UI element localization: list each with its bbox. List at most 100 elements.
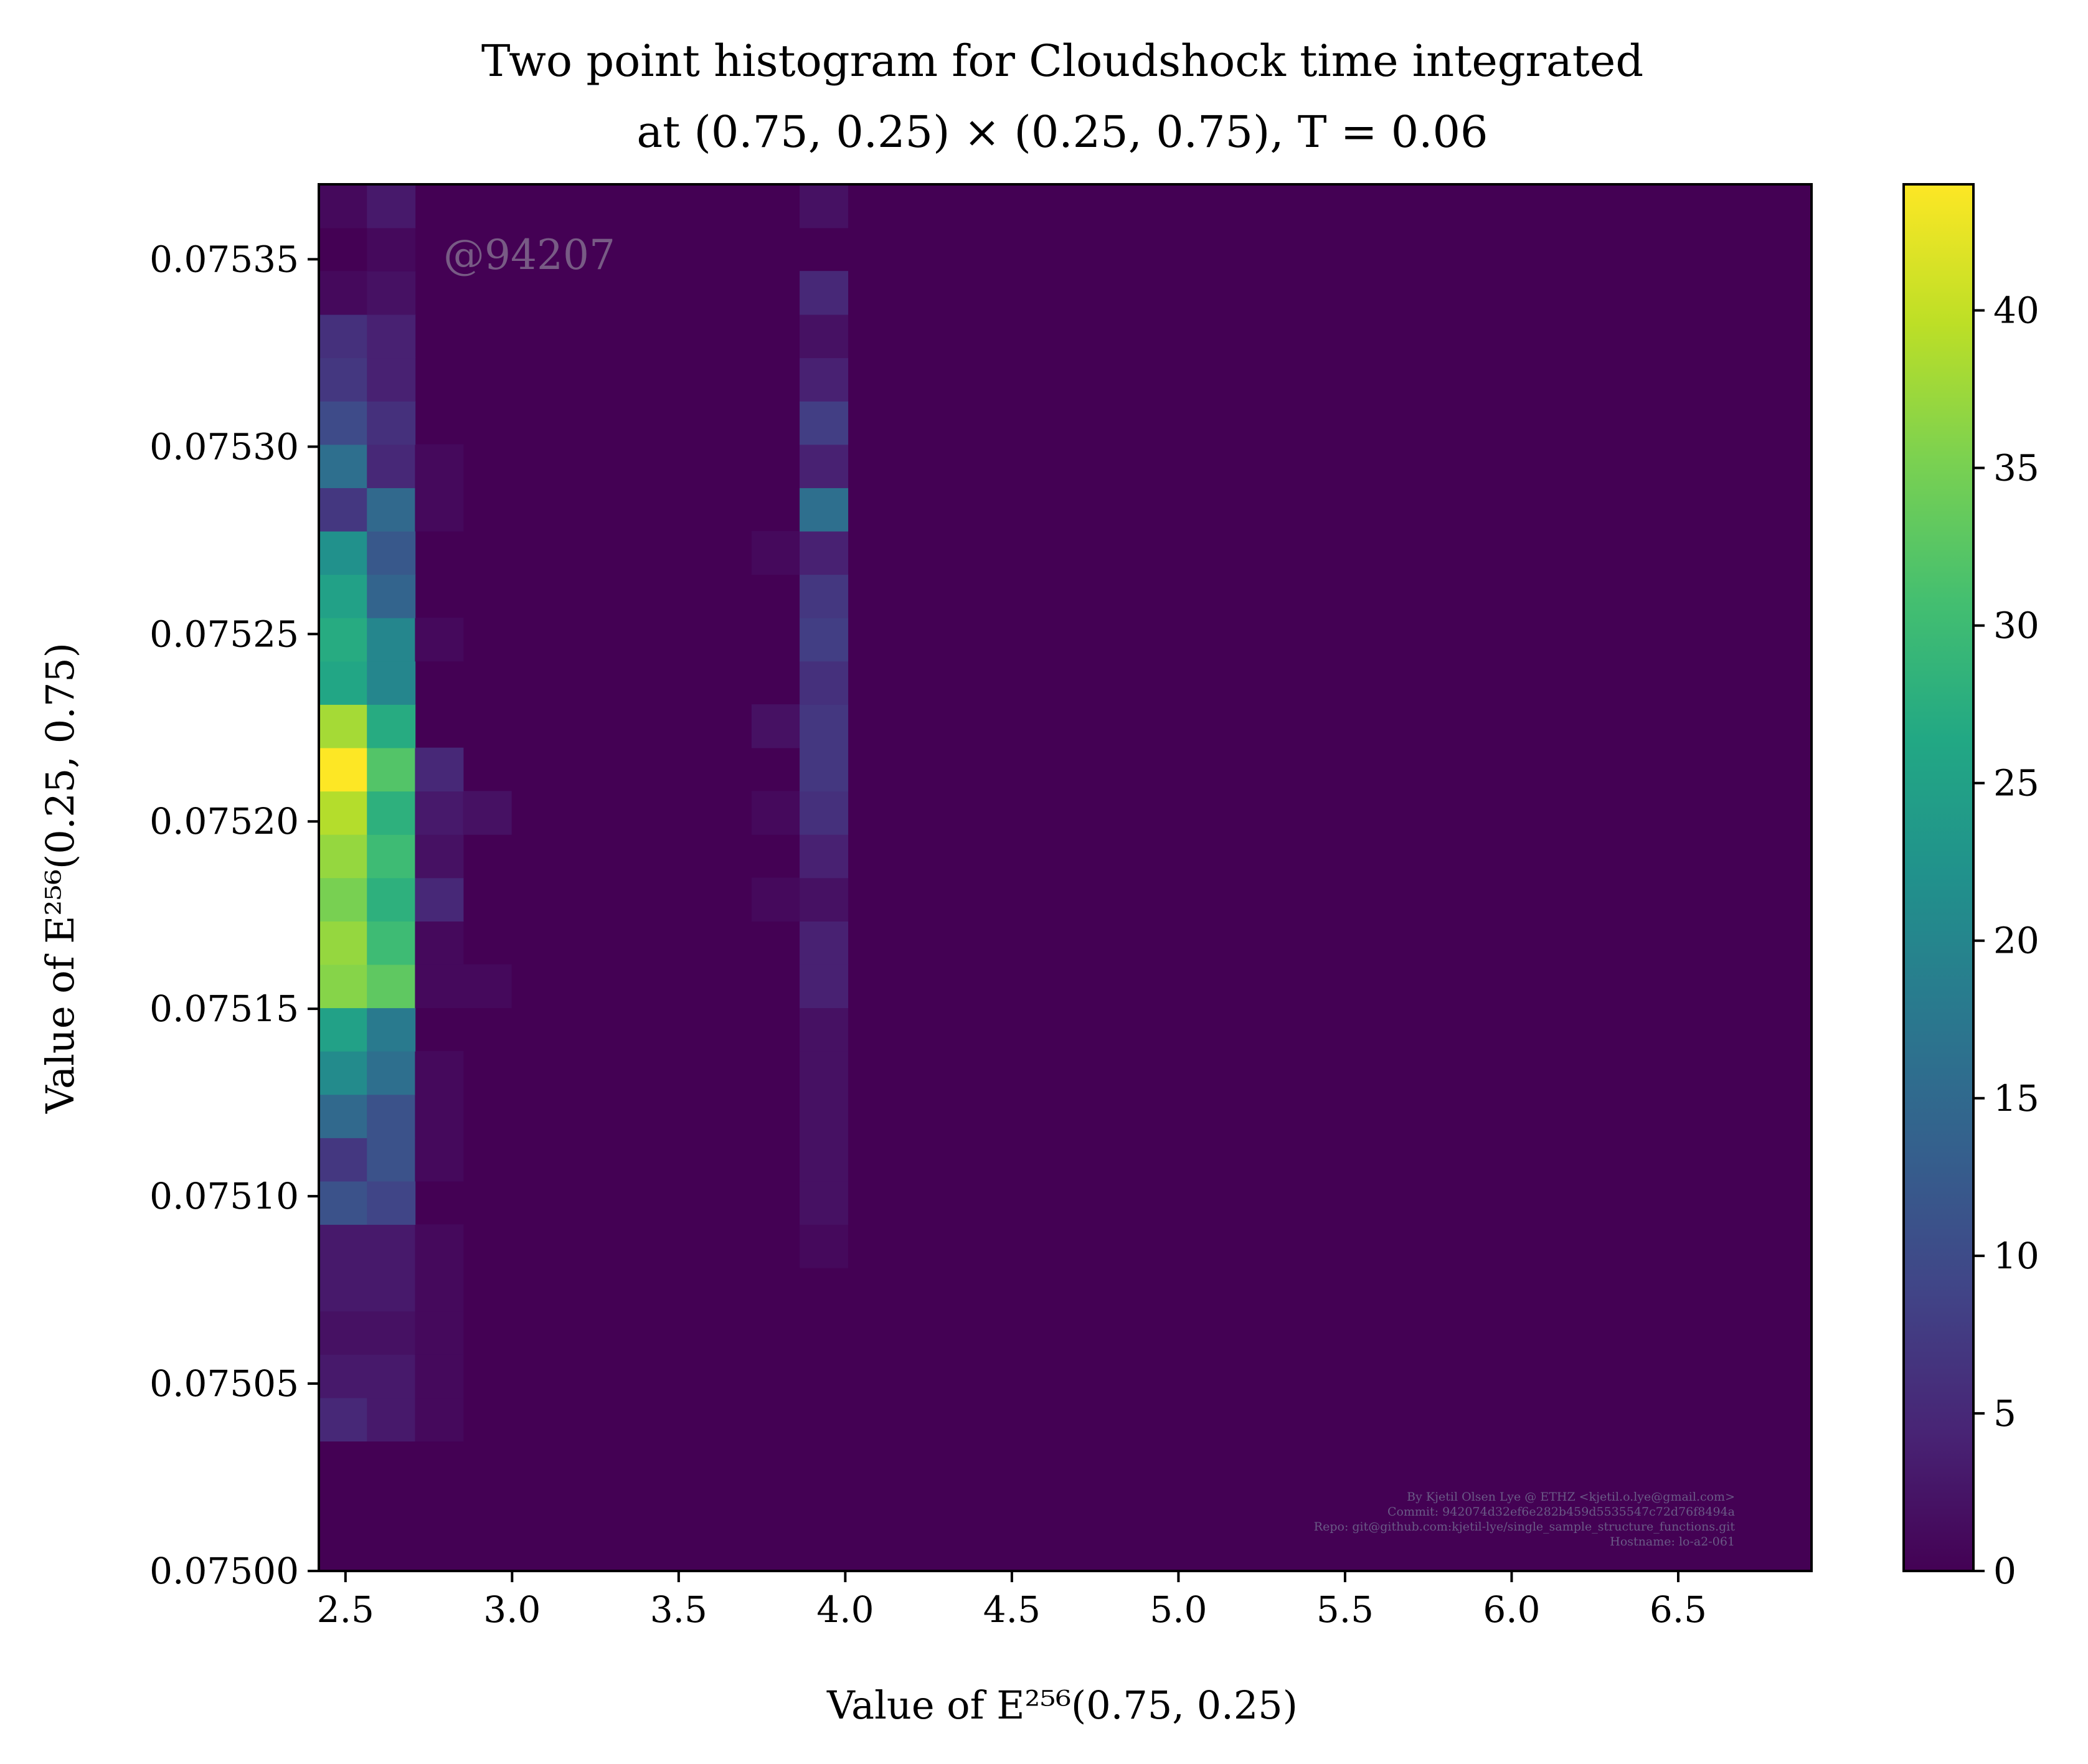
heatmap-cell — [415, 617, 464, 662]
y-axis-label: Value of E²⁵⁶(0.25, 0.75) — [37, 643, 83, 1114]
colorbar-tick-label: 10 — [1993, 1235, 2039, 1277]
heatmap-cell — [463, 791, 512, 835]
heatmap-cell — [415, 1138, 464, 1182]
heatmap-cell — [800, 400, 849, 445]
heatmap-cell — [319, 400, 368, 445]
heatmap-cell — [415, 877, 464, 922]
colorbar-tick-label: 30 — [1993, 605, 2039, 647]
heatmap-cell — [367, 1050, 416, 1095]
heatmap-cell — [319, 1224, 368, 1268]
heatmap-cell — [367, 791, 416, 835]
heatmap-cell — [319, 1138, 368, 1182]
heatmap-cell — [319, 488, 368, 532]
heatmap-cell — [751, 877, 800, 922]
credit-line-2: Commit: 942074d32ef6e282b459d5535547c72d… — [1387, 1505, 1735, 1519]
colorbar-tick-label: 15 — [1993, 1077, 2039, 1120]
heatmap-cell — [319, 444, 368, 488]
heatmap-cell — [463, 964, 512, 1009]
x-tick-label: 6.5 — [1650, 1588, 1707, 1631]
y-tick-label: 0.07505 — [149, 1362, 299, 1405]
heatmap-cell — [367, 704, 416, 748]
heatmap-cell — [415, 1224, 464, 1268]
colorbar-tick-label: 25 — [1993, 762, 2039, 804]
heatmap-cell — [800, 1094, 849, 1138]
heatmap-cell — [367, 1181, 416, 1225]
heatmap-cell — [319, 1007, 368, 1052]
heatmap-cell — [319, 834, 368, 879]
heatmap-cell — [319, 661, 368, 705]
heatmap-cell — [367, 617, 416, 662]
heatmap-cell — [415, 1050, 464, 1095]
heatmap-cell — [319, 791, 368, 835]
y-tick-label: 0.07530 — [149, 425, 299, 468]
colorbar: 0 5 10 15 20 25 30 35 40 — [1902, 183, 2039, 1592]
heatmap-cell — [751, 531, 800, 575]
heatmap-cell — [319, 1354, 368, 1398]
x-tick-label: 3.5 — [650, 1588, 707, 1631]
colorbar-tick-label: 0 — [1993, 1550, 2016, 1592]
credit-line-3: Repo: git@github.com:kjetil-lye/single_s… — [1314, 1520, 1736, 1534]
heatmap-cell — [319, 617, 368, 662]
heatmap-cell — [367, 1138, 416, 1182]
heatmap-cell — [367, 1311, 416, 1355]
y-tick-label: 0.07510 — [149, 1175, 299, 1217]
heatmap-cell — [800, 271, 849, 315]
heatmap-cell — [367, 1094, 416, 1138]
heatmap-cell — [319, 1181, 368, 1225]
heatmap-cell — [800, 661, 849, 705]
x-tick-label: 5.5 — [1316, 1588, 1374, 1631]
heatmap-cell — [319, 1094, 368, 1138]
heatmap-cell — [367, 531, 416, 575]
credit-line-1: By Kjetil Olsen Lye @ ETHZ <kjetil.o.lye… — [1407, 1490, 1735, 1504]
heatmap-cell — [800, 444, 849, 488]
heatmap-cell — [367, 921, 416, 965]
heatmap-cell — [800, 488, 849, 532]
y-tick-label: 0.07535 — [149, 238, 299, 280]
heatmap-cell — [367, 488, 416, 532]
heatmap-cell — [800, 617, 849, 662]
y-tick-label: 0.07525 — [149, 613, 299, 655]
heatmap-cell — [319, 271, 368, 315]
heatmap-cell — [800, 1050, 849, 1095]
y-tick-label: 0.07500 — [149, 1550, 299, 1592]
x-axis-label: Value of E²⁵⁶(0.75, 0.25) — [826, 1682, 1298, 1728]
heatmap-cell — [319, 314, 368, 359]
y-axis-ticks: 0.07500 0.07505 0.07510 0.07515 0.07520 0.075… — [149, 238, 319, 1592]
heatmap-cell — [319, 574, 368, 618]
heatmap-cell — [367, 661, 416, 705]
credits-block: By Kjetil Olsen Lye @ ETHZ <kjetil.o.lye… — [1314, 1490, 1736, 1549]
heatmap-cell — [800, 747, 849, 792]
heatmap-cell — [800, 704, 849, 748]
heatmap-cell — [415, 1094, 464, 1138]
x-axis-ticks: 2.5 3.0 3.5 4.0 4.5 5.0 5.5 6.0 6.5 — [317, 1571, 1707, 1631]
x-tick-label: 4.0 — [816, 1588, 874, 1631]
credit-line-4: Hostname: lo-a2-061 — [1610, 1535, 1735, 1549]
heatmap-cell — [367, 834, 416, 879]
chart-title-line-2: at (0.75, 0.25) × (0.25, 0.75), T = 0.06 — [636, 106, 1488, 158]
heatmap-cells — [319, 184, 849, 1442]
colorbar-gradient — [1902, 183, 1975, 1572]
chart-title-line-1: Two point histogram for Cloudshock time … — [481, 35, 1643, 87]
heatmap-cell — [319, 184, 368, 229]
heatmap-cell — [319, 704, 368, 748]
heatmap-cell — [367, 184, 416, 229]
colorbar-tick-label: 5 — [1993, 1392, 2016, 1435]
colorbar-tick-label: 40 — [1993, 289, 2039, 331]
heatmap-cell — [367, 271, 416, 315]
heatmap-cell — [415, 747, 464, 792]
heatmap-cell — [800, 531, 849, 575]
heatmap-cell — [367, 747, 416, 792]
heatmap-cell — [319, 877, 368, 922]
heatmap-cell — [800, 1138, 849, 1182]
heatmap-cell — [319, 531, 368, 575]
watermark-text: @94207 — [443, 231, 615, 279]
heatmap-cell — [367, 1007, 416, 1052]
heatmap-cell — [319, 1267, 368, 1312]
heatmap-cell — [319, 921, 368, 965]
heatmap-cell — [319, 964, 368, 1009]
heatmap-cell — [751, 704, 800, 748]
heatmap-cell — [800, 921, 849, 965]
heatmap-cell — [415, 444, 464, 488]
heatmap-cell — [319, 1311, 368, 1355]
heatmap-cell — [415, 791, 464, 835]
